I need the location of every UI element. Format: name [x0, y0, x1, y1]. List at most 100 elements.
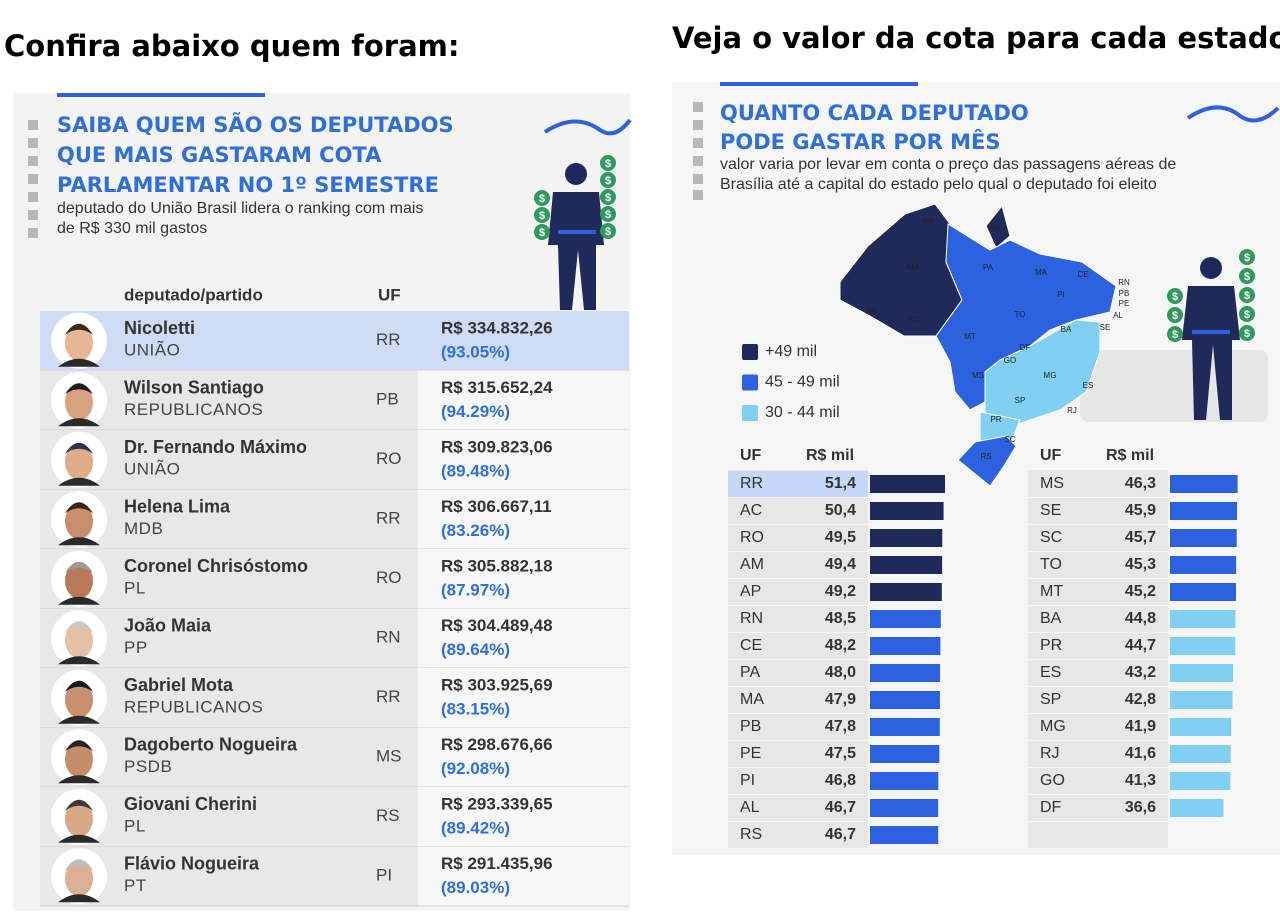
avatar-hair — [65, 323, 93, 335]
row-bg — [418, 370, 629, 430]
state-uf: CE — [740, 637, 762, 654]
state-uf: RS — [740, 826, 762, 843]
avatar-suit — [58, 537, 100, 546]
deputy-party: PSDB — [124, 757, 172, 776]
deputy-percent: (89.48%) — [441, 461, 510, 480]
state-value: 48,2 — [825, 637, 856, 654]
deputy-name: Dr. Fernando Máximo — [124, 437, 307, 457]
state-uf: PR — [1040, 637, 1062, 654]
deputy-name: Gabriel Mota — [124, 675, 234, 695]
state-uf: AC — [740, 502, 762, 519]
deputy-percent: (89.64%) — [441, 640, 510, 659]
deputy-percent: (93.05%) — [441, 342, 510, 361]
panel-subtitle: valor varia por levar em conta o preço d… — [720, 156, 1176, 173]
state-value: 45,7 — [1125, 529, 1156, 546]
state-uf: TO — [1040, 556, 1062, 573]
deputy-name: Dagoberto Nogueira — [124, 734, 298, 754]
state-uf: RO — [740, 529, 764, 546]
coin-icon — [1239, 287, 1255, 303]
state-uf: ES — [1040, 664, 1061, 681]
avatar-suit — [58, 358, 100, 367]
avatar-face — [65, 562, 93, 599]
row-highlight — [728, 471, 868, 497]
deputy-uf: RS — [376, 806, 400, 825]
avatar-face — [65, 622, 93, 659]
deputy-name: Nicoletti — [124, 318, 195, 338]
state-bar — [870, 583, 942, 601]
deputy-percent: (83.15%) — [441, 699, 510, 718]
coin-symbol: $ — [1244, 309, 1250, 321]
state-uf: MG — [1040, 718, 1066, 735]
state-uf: RN — [740, 610, 763, 627]
coin-symbol: $ — [1172, 310, 1178, 322]
deputy-percent: (89.03%) — [441, 878, 510, 897]
avatar-face — [65, 443, 93, 480]
deputy-name: Giovani Cherini — [124, 794, 257, 814]
deputy-percent: (87.97%) — [441, 580, 510, 599]
state-bar — [1170, 583, 1236, 601]
table-header: UF — [740, 447, 762, 464]
coin-icon — [1239, 268, 1255, 284]
deputy-percent: (83.26%) — [441, 521, 510, 540]
state-value: 44,8 — [1125, 610, 1156, 627]
coin-icon — [1167, 307, 1183, 323]
map-label: MG — [1044, 371, 1057, 380]
deco-band — [1080, 350, 1268, 422]
heading: Confira abaixo quem foram: — [4, 29, 460, 63]
avatar-face — [65, 741, 93, 778]
state-bar — [1170, 637, 1236, 655]
deputy-percent: (92.08%) — [441, 759, 510, 778]
state-bar — [870, 826, 939, 844]
row-highlight — [40, 311, 629, 371]
person-figure — [548, 163, 604, 310]
deputy-uf: PI — [376, 866, 392, 885]
coin-symbol: $ — [1244, 328, 1250, 340]
avatar-suit — [58, 418, 100, 427]
state-uf: GO — [1040, 772, 1065, 789]
map-label: PA — [983, 263, 994, 272]
panel-title: PARLAMENTAR NO 1º SEMESTRE — [57, 173, 439, 197]
state-bar — [1170, 610, 1236, 628]
state-bar — [1170, 718, 1232, 736]
avatar-hair — [65, 859, 93, 871]
deputy-party: UNIÃO — [124, 459, 180, 478]
coin-symbol: $ — [1172, 291, 1178, 303]
brazil-map — [839, 203, 1117, 487]
avatar-face — [65, 800, 93, 837]
panel-title: SAIBA QUEM SÃO OS DEPUTADOS — [57, 112, 454, 137]
map-label: PI — [1057, 290, 1065, 299]
state-uf: SE — [1040, 502, 1061, 519]
state-value: 49,2 — [825, 583, 856, 600]
map-label: AP — [990, 224, 1001, 233]
deputy-uf: RN — [376, 628, 401, 647]
map-label: AL — [1113, 311, 1123, 320]
coin-icon — [1239, 325, 1255, 341]
avatar-face — [65, 384, 93, 421]
state-value: 48,0 — [825, 664, 856, 681]
row-bg — [418, 787, 629, 847]
row-bg — [418, 668, 629, 728]
avatar-face — [65, 324, 93, 361]
table-header: UF — [1040, 447, 1062, 464]
state-bar — [1170, 799, 1224, 817]
legend-swatch — [742, 405, 758, 421]
map-label: GO — [1004, 356, 1016, 365]
coin-symbol: $ — [1172, 329, 1178, 341]
state-value: 46,3 — [1125, 475, 1156, 492]
deputy-party: PT — [124, 876, 147, 895]
state-bar — [870, 664, 941, 682]
state-bar — [870, 799, 939, 817]
coin-symbol: $ — [1244, 252, 1250, 264]
coin-symbol: $ — [605, 209, 611, 221]
avatar-hair — [65, 799, 93, 811]
deputy-percent: (89.42%) — [441, 818, 510, 837]
deputy-name: Helena Lima — [124, 496, 231, 516]
map-label: RR — [922, 217, 934, 226]
coin-symbol: $ — [605, 175, 611, 187]
deputy-uf: RR — [376, 687, 401, 706]
state-bar — [870, 556, 943, 574]
table-header: R$ mil — [1106, 447, 1154, 464]
coin-symbol: $ — [539, 227, 545, 239]
state-bar — [870, 529, 943, 547]
avatar-hair — [65, 442, 93, 454]
